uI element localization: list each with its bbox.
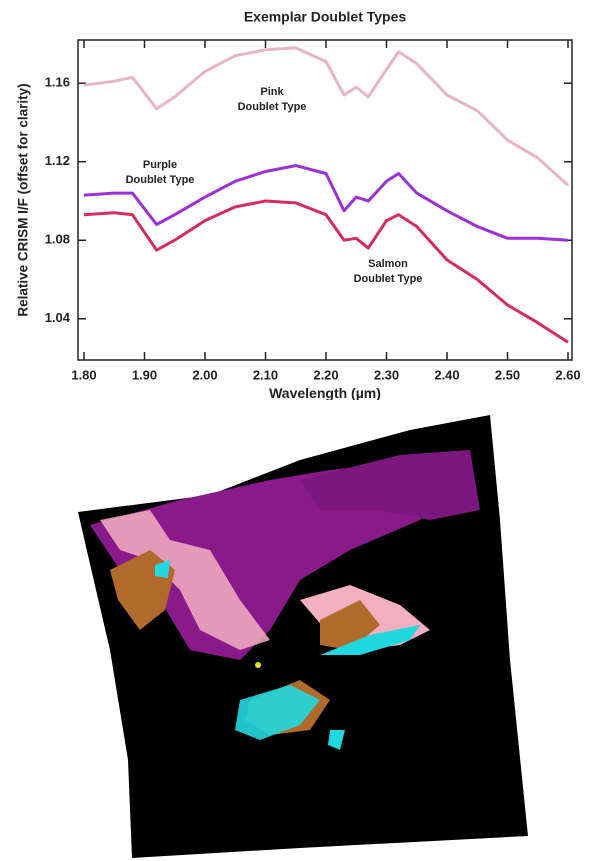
pink-region [100, 510, 270, 650]
plot-frame [77, 39, 573, 361]
annotation: Doublet Type [126, 174, 195, 186]
y-tick-label: 1.12 [45, 153, 70, 168]
annotation: Pink [260, 86, 284, 98]
x-tick-label: 2.50 [495, 367, 520, 382]
cyan-region [328, 730, 345, 750]
annotation: Salmon [368, 258, 408, 270]
series-line [83, 164, 569, 242]
map-image [78, 415, 528, 858]
y-axis-label: Relative CRISM I/F (offset for clarity) [16, 83, 31, 316]
x-tick-label: 2.10 [253, 367, 278, 382]
cyan-region [320, 625, 420, 655]
series-line [83, 46, 570, 187]
cyan-region [235, 685, 320, 740]
y-tick-label: 1.08 [45, 232, 70, 247]
x-tick-label: 2.30 [374, 367, 399, 382]
chart-title: Exemplar Doublet Types [244, 9, 407, 25]
y-tick-label: 1.04 [45, 310, 71, 325]
cyan-region [155, 560, 170, 578]
yellow-spot [255, 662, 261, 668]
annotation: Doublet Type [238, 101, 307, 113]
x-tick-label: 2.60 [555, 367, 580, 382]
x-axis-label: Wavelength (µm) [269, 385, 381, 400]
x-tick-label: 2.40 [434, 367, 459, 382]
annotation: Doublet Type [354, 273, 423, 285]
x-tick-label: 1.90 [132, 367, 157, 382]
y-tick-label: 1.16 [45, 75, 70, 90]
x-tick-label: 1.80 [71, 367, 96, 382]
chart: Exemplar Doublet Types Wavelength (µm) R… [16, 9, 581, 400]
x-tick-label: 2.20 [313, 367, 338, 382]
series-line [83, 199, 569, 344]
x-tick-label: 2.00 [192, 367, 217, 382]
purple-region [300, 450, 480, 520]
annotation: Purple [143, 159, 177, 171]
